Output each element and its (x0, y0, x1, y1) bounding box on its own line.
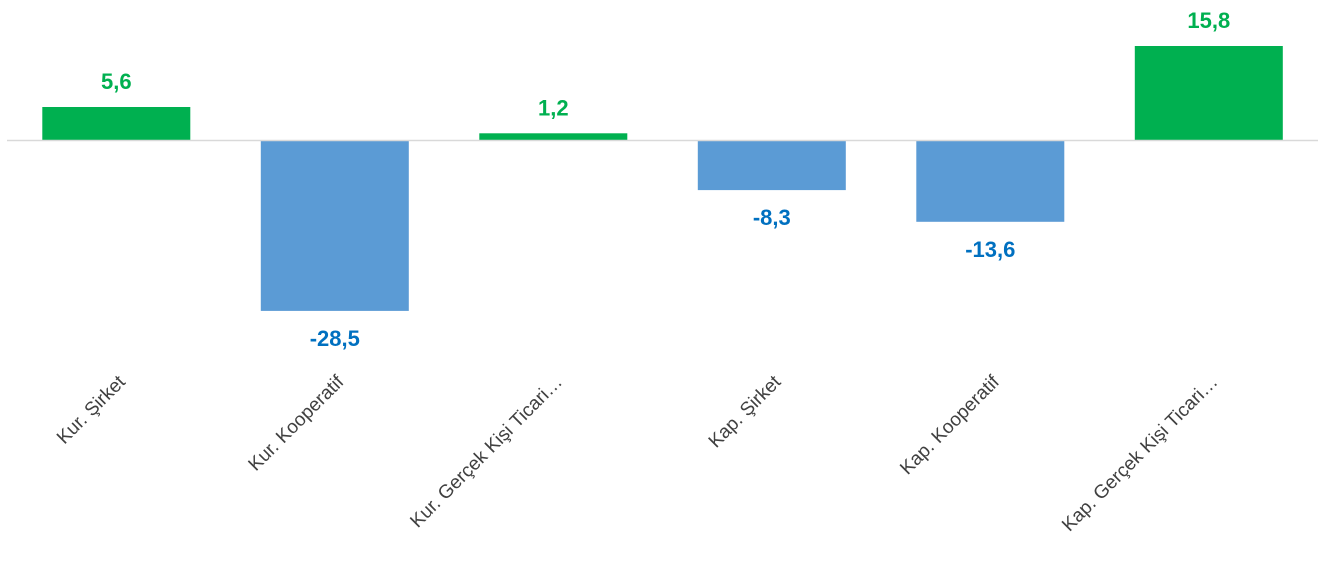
category-tick-label-5: Kap. Kooperatif (896, 371, 1004, 479)
data-label-3: 1,2 (538, 95, 569, 120)
bars-layer (42, 46, 1283, 311)
bar-6 (1134, 46, 1283, 141)
data-label-5: -13,6 (965, 237, 1015, 262)
category-tick-labels: Kur. Şirket Kur. Kooperatif Kur. Gerçek Ki… (53, 371, 1222, 536)
bar-3 (479, 133, 628, 141)
bar-4 (697, 140, 846, 191)
category-tick-label-1: Kur. Şirket (53, 371, 130, 448)
data-label-2: -28,5 (310, 326, 360, 351)
category-tick-label-3: Kur. Gerçek Kişi Ticari… (406, 372, 566, 532)
data-label-1: 5,6 (101, 69, 132, 94)
category-tick-label-4: Kap. Şirket (705, 371, 786, 452)
data-label-4: -8,3 (753, 205, 791, 230)
value-labels-layer: 5,6 -28,5 1,2 -8,3 -13,6 15,8 (101, 8, 1230, 351)
bar-5 (916, 140, 1065, 222)
category-tick-label-2: Kur. Kooperatif (245, 371, 349, 475)
data-label-6: 15,8 (1187, 8, 1230, 33)
bar-1 (42, 107, 191, 141)
category-tick-label-6: Kap. Gerçek Kişi Ticari… (1058, 372, 1222, 536)
bar-2 (260, 140, 409, 311)
